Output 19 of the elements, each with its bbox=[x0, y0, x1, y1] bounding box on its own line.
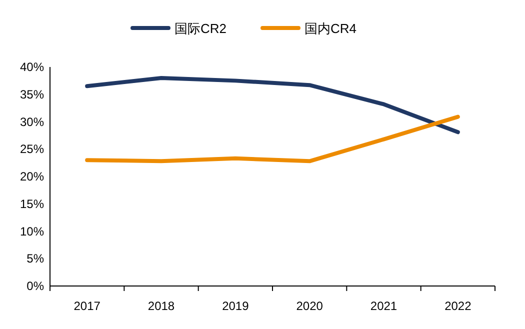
line-series bbox=[85, 76, 460, 134]
line-series bbox=[85, 114, 460, 164]
y-tick-label: 0% bbox=[26, 279, 44, 293]
y-tick-label: 10% bbox=[20, 224, 44, 238]
y-tick-label: 40% bbox=[20, 60, 44, 74]
x-tick-label: 2020 bbox=[296, 299, 324, 313]
x-tick-label: 2019 bbox=[222, 299, 250, 313]
x-tick-label: 2022 bbox=[444, 299, 472, 313]
legend-label: 国内CR4 bbox=[304, 21, 357, 36]
x-tick-label: 2018 bbox=[148, 299, 175, 313]
y-tick-label: 35% bbox=[20, 87, 44, 102]
legend-label: 国际CR2 bbox=[174, 21, 227, 36]
y-tick-label: 15% bbox=[20, 196, 44, 211]
y-tick-label: 30% bbox=[20, 114, 44, 129]
y-tick-label: 25% bbox=[20, 142, 44, 156]
y-tick-label: 20% bbox=[20, 170, 44, 184]
x-tick-label: 2017 bbox=[74, 299, 101, 313]
x-tick-label: 2021 bbox=[370, 299, 398, 313]
y-tick-label: 5% bbox=[26, 252, 44, 266]
